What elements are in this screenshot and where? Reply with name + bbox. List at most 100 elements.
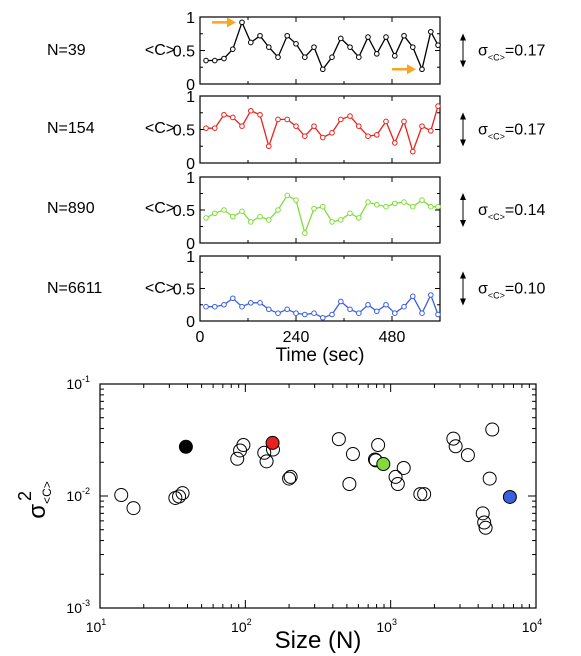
data-point bbox=[401, 32, 407, 39]
data-point bbox=[203, 125, 209, 131]
data-point bbox=[320, 314, 326, 321]
sigma-number: =0.17 bbox=[505, 122, 546, 139]
data-point bbox=[257, 32, 263, 39]
sigma-number: =0.17 bbox=[505, 43, 546, 60]
sigma-arrowhead-up bbox=[460, 112, 466, 120]
data-point bbox=[311, 310, 317, 317]
y-tick-label: 0.5 bbox=[173, 203, 195, 220]
filled-data-point bbox=[178, 439, 193, 454]
tick-base: 10 bbox=[66, 376, 82, 392]
data-point bbox=[203, 57, 209, 64]
data-point bbox=[257, 213, 263, 220]
data-point bbox=[401, 303, 407, 310]
sigma-value: σ<C>=0.17 bbox=[478, 43, 545, 63]
open-data-point bbox=[172, 489, 187, 504]
tick-base: 10 bbox=[66, 488, 82, 504]
scatter-frame bbox=[99, 383, 537, 609]
sigma-symbol: σ bbox=[478, 202, 488, 219]
data-point bbox=[302, 133, 308, 139]
data-point bbox=[275, 207, 281, 213]
data-point bbox=[212, 125, 218, 131]
sigma-arrowhead-down bbox=[460, 220, 466, 227]
panel-frame bbox=[199, 16, 441, 85]
data-point bbox=[320, 134, 326, 141]
data-point bbox=[203, 215, 209, 221]
data-point bbox=[347, 113, 353, 119]
sigma-subscript: <C> bbox=[488, 212, 505, 222]
open-data-point bbox=[413, 487, 428, 502]
data-point bbox=[248, 39, 254, 46]
data-point bbox=[383, 118, 389, 125]
tick-exponent: -3 bbox=[82, 598, 90, 608]
data-point bbox=[311, 123, 317, 129]
y-tick-label: 0.5 bbox=[173, 123, 195, 140]
data-point bbox=[203, 303, 209, 310]
data-point bbox=[239, 19, 245, 26]
data-point bbox=[266, 143, 272, 150]
data-point bbox=[428, 128, 434, 134]
annotation-arrowhead bbox=[407, 64, 416, 75]
sigma-arrowhead-down bbox=[460, 60, 466, 68]
data-point bbox=[266, 306, 272, 313]
data-point bbox=[401, 199, 407, 205]
data-point bbox=[383, 203, 389, 210]
data-point bbox=[248, 219, 254, 225]
x-tick-label: 480 bbox=[379, 329, 406, 346]
open-data-point bbox=[482, 471, 497, 486]
tick-base: 10 bbox=[66, 600, 82, 616]
data-point bbox=[392, 310, 398, 317]
y-tick-label: 0.5 bbox=[173, 44, 195, 61]
data-point bbox=[365, 199, 371, 205]
data-point bbox=[428, 292, 434, 298]
data-point bbox=[257, 300, 263, 306]
x-axis-title: Time (sec) bbox=[275, 345, 364, 366]
open-data-point bbox=[345, 447, 360, 462]
open-data-point bbox=[282, 471, 297, 486]
panel-n-label: N=6611 bbox=[47, 280, 102, 297]
y-tick-label: 1 bbox=[186, 249, 195, 266]
data-point bbox=[374, 132, 380, 138]
data-point bbox=[266, 217, 272, 223]
data-point bbox=[347, 306, 353, 313]
data-point bbox=[392, 53, 398, 59]
open-data-point bbox=[257, 445, 272, 460]
panel-n-label: N=154 bbox=[47, 120, 95, 137]
sigma-subscript: <C> bbox=[488, 53, 505, 63]
data-point bbox=[293, 197, 299, 203]
open-data-point bbox=[478, 520, 493, 535]
x-tick-label: 104 bbox=[522, 617, 543, 635]
y-title-base: σ bbox=[24, 504, 51, 519]
data-point bbox=[230, 295, 236, 302]
open-data-point bbox=[371, 438, 386, 453]
data-point bbox=[383, 301, 389, 308]
data-point bbox=[221, 55, 227, 62]
data-point bbox=[410, 203, 416, 210]
open-data-point bbox=[396, 460, 411, 475]
data-point bbox=[284, 116, 291, 123]
sigma-value: σ<C>=0.17 bbox=[478, 122, 545, 142]
data-point bbox=[302, 230, 308, 236]
panel-frame bbox=[199, 176, 441, 244]
data-point bbox=[302, 54, 308, 61]
data-point bbox=[392, 140, 398, 146]
data-point bbox=[275, 54, 281, 61]
data-point bbox=[435, 203, 441, 210]
x-tick-label: 240 bbox=[283, 329, 310, 346]
data-point bbox=[419, 197, 425, 203]
open-data-point bbox=[283, 469, 298, 484]
data-point bbox=[311, 205, 317, 212]
x-tick-label: 103 bbox=[376, 617, 397, 635]
panel-n-label: N=39 bbox=[47, 42, 86, 59]
y-tick-label: 1 bbox=[186, 89, 195, 106]
data-point bbox=[356, 310, 362, 317]
y-tick-label: 0 bbox=[186, 156, 195, 173]
open-data-point bbox=[460, 448, 475, 463]
data-point bbox=[239, 123, 245, 129]
sigma-arrowhead-up bbox=[460, 193, 466, 200]
data-point bbox=[338, 116, 344, 123]
data-point bbox=[435, 103, 441, 109]
data-point bbox=[320, 203, 326, 210]
filled-data-point bbox=[502, 489, 517, 504]
y-tick-label: 0 bbox=[186, 314, 195, 331]
